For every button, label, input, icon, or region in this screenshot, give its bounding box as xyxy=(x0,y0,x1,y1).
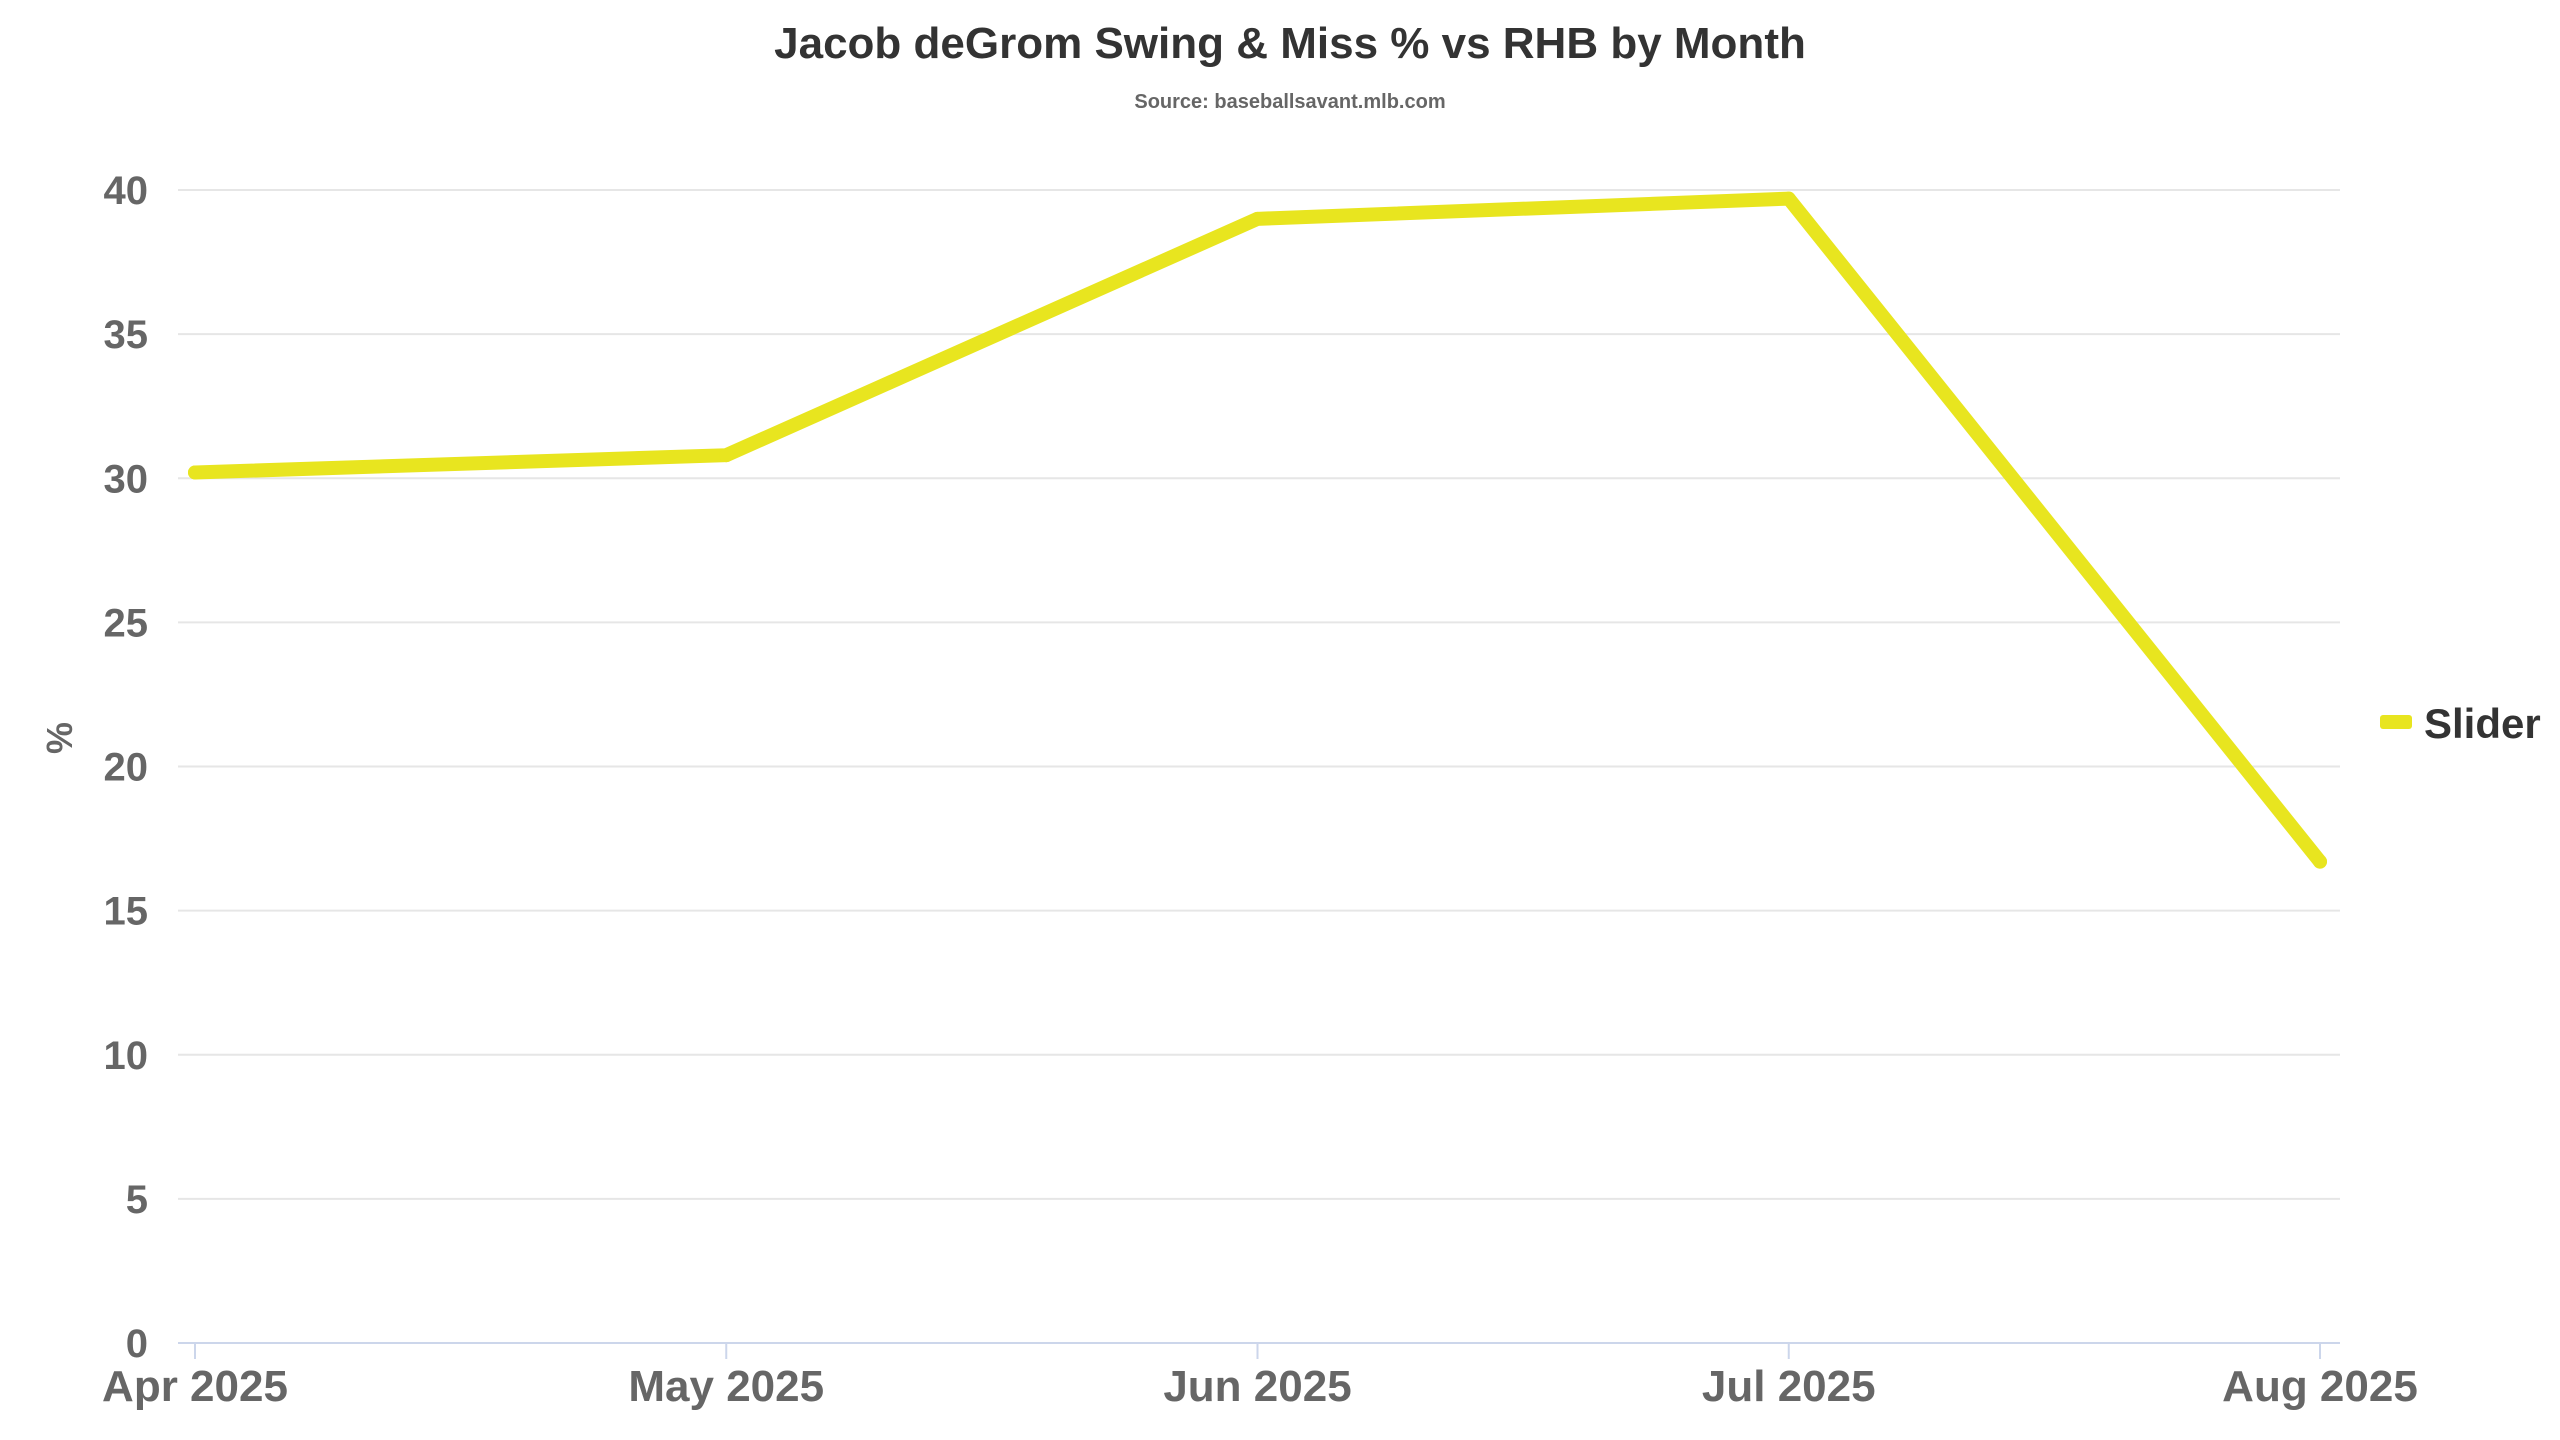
legend[interactable]: Slider xyxy=(2380,700,2541,747)
data-point[interactable] xyxy=(2313,854,2327,869)
x-tick-label: Jul 2025 xyxy=(1702,1362,1876,1411)
data-point[interactable] xyxy=(188,465,202,480)
y-tick-label: 10 xyxy=(104,1034,149,1078)
x-axis: Apr 2025 May 2025 Jun 2025 Jul 2025 Aug 2025 xyxy=(102,1342,2418,1411)
y-axis-label: % xyxy=(39,722,80,754)
y-tick-label: 40 xyxy=(104,169,149,213)
series-line-slider[interactable] xyxy=(188,191,2327,869)
data-point[interactable] xyxy=(719,448,734,463)
y-axis-ticks: 0 5 10 15 20 25 30 35 40 xyxy=(104,169,149,1366)
y-tick-label: 25 xyxy=(104,601,149,645)
y-tick-label: 15 xyxy=(104,890,149,934)
gridlines xyxy=(178,189,2340,1200)
chart-subtitle: Source: baseballsavant.mlb.com xyxy=(1134,91,1445,113)
x-tick-label: May 2025 xyxy=(628,1362,824,1411)
x-tick-label: Aug 2025 xyxy=(2222,1362,2418,1411)
series-layer xyxy=(188,191,2327,869)
y-tick-label: 30 xyxy=(104,457,149,501)
x-tick-label: Apr 2025 xyxy=(102,1362,288,1411)
x-tick-label: Jun 2025 xyxy=(1163,1362,1351,1411)
data-point[interactable] xyxy=(1781,191,1796,206)
legend-item-slider[interactable]: Slider xyxy=(2424,700,2541,747)
y-tick-label: 20 xyxy=(104,746,149,790)
y-tick-label: 35 xyxy=(104,313,149,357)
chart-title: Jacob deGrom Swing & Miss % vs RHB by Mo… xyxy=(774,19,1806,68)
legend-swatch-slider xyxy=(2380,715,2412,729)
y-tick-label: 0 xyxy=(126,1322,148,1366)
y-tick-label: 5 xyxy=(126,1178,148,1222)
data-point[interactable] xyxy=(1250,211,1265,226)
